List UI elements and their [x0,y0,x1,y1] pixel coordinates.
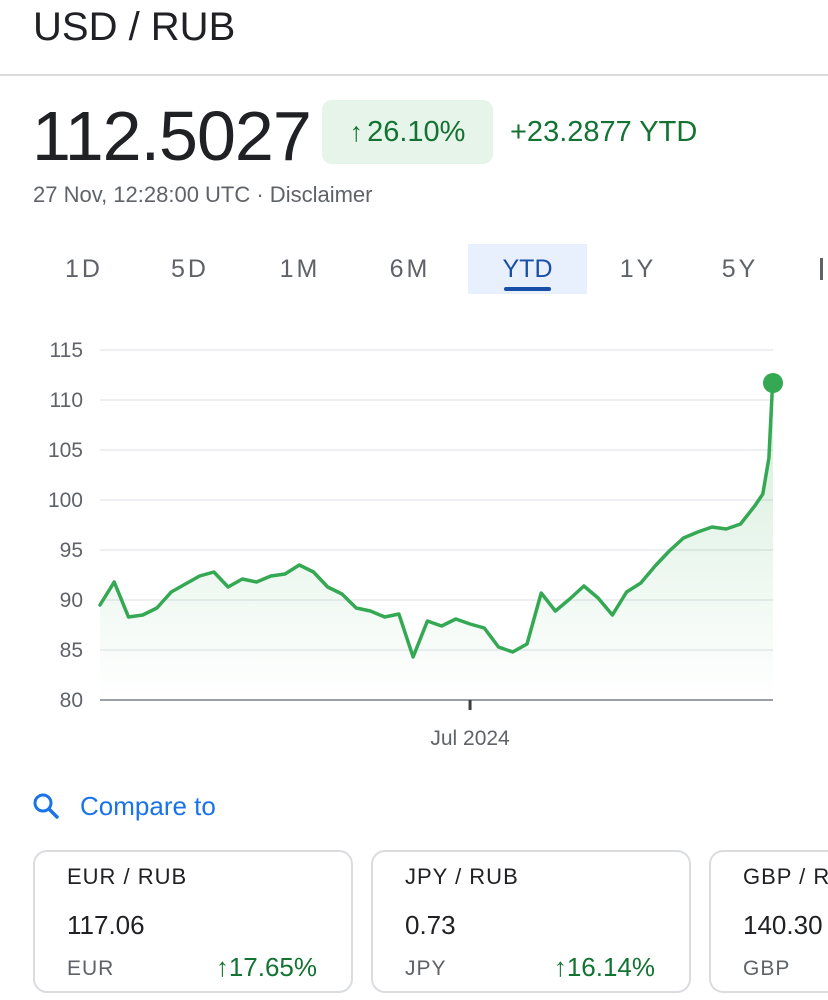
tab-ytd-label: YTD [502,254,553,283]
search-icon [33,793,59,819]
tab-more-partial[interactable] [820,244,828,294]
y-tick-label: 90 [60,589,83,612]
y-tick-label: 100 [48,489,83,512]
price-line-chart: 115 110 105 100 95 90 85 80 Jul 2024 [48,339,783,750]
current-price: 112.5027 [32,97,312,175]
change-percent-badge: ↑ 26.10% [322,100,493,164]
y-tick-label: 95 [60,539,83,562]
active-tab-indicator [504,287,551,291]
tab-1m[interactable]: 1M [279,254,321,283]
up-arrow-icon: ↑ [215,952,229,982]
latest-price-marker[interactable] [763,373,783,393]
x-axis-tick-label: Jul 2024 [430,727,510,750]
tab-5d[interactable]: 5D [171,254,209,283]
compare-card-pair: EUR / RUB [67,864,188,889]
y-tick-label: 85 [60,639,83,662]
compare-card-price: 117.06 [67,910,145,940]
compare-card-eur-rub[interactable]: EUR / RUB 117.06 EUR ↑17.65% [33,850,353,993]
compare-card-change: ↑17.65% [215,952,317,982]
price-area-fill [100,375,773,700]
compare-card-pair: JPY / RUB [405,864,519,889]
y-tick-label: 115 [50,339,83,362]
tab-1d[interactable]: 1D [65,254,103,283]
change-absolute: +23.2877 YTD [510,116,698,148]
y-tick-label: 105 [48,439,83,462]
y-tick-label: 110 [50,389,83,412]
y-tick-label: 80 [60,689,83,712]
up-arrow-icon: ↑ [349,116,364,147]
header-divider [0,74,828,76]
quote-timestamp: 27 Nov, 12:28:00 UTC · Disclaimer [33,182,373,207]
y-axis-ticks: 115 110 105 100 95 90 85 80 [48,339,83,712]
compare-to-label: Compare to [80,790,216,821]
tab-1y[interactable]: 1Y [619,254,657,283]
compare-card-currency: JPY [405,957,447,980]
compare-card-price: 140.30 [743,910,823,940]
compare-card-pair: GBP / RUB [743,864,828,889]
up-arrow-icon: ↑ [553,952,567,982]
compare-card-change: ↑16.14% [553,952,655,982]
change-percent-value: 26.10% [367,115,466,148]
currency-pair-title: USD / RUB [33,5,236,49]
compare-card-gbp-rub[interactable]: GBP / RUB 140.30 GBP [709,850,828,993]
compare-to-link[interactable]: Compare to [32,784,216,828]
tab-ytd[interactable]: YTD [468,244,587,294]
tab-6m[interactable]: 6M [389,254,431,283]
compare-card-price: 0.73 [405,910,456,940]
tab-5y[interactable]: 5Y [721,254,759,283]
compare-card-jpy-rub[interactable]: JPY / RUB 0.73 JPY ↑16.14% [371,850,691,993]
price-line [98,373,775,659]
range-tabs: 1D 5D 1M 6M YTD 1Y 5Y [0,244,828,294]
compare-card-currency: EUR [67,957,115,980]
compare-card-currency: GBP [743,957,791,980]
